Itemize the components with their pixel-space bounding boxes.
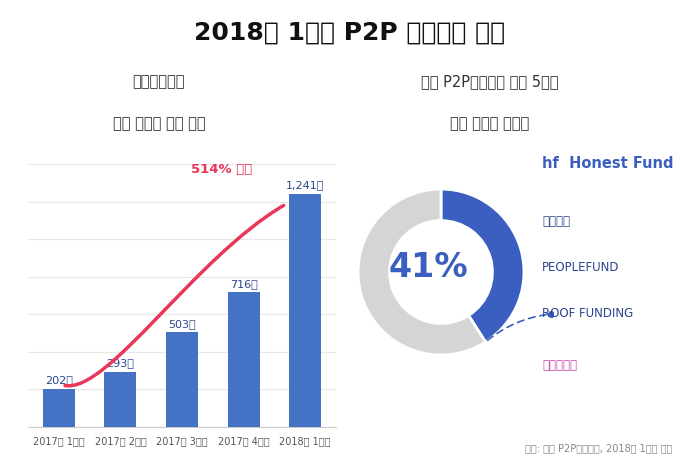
Text: hf  Honest Fund: hf Honest Fund bbox=[542, 157, 673, 172]
Bar bbox=[228, 293, 260, 427]
Wedge shape bbox=[441, 189, 524, 342]
Wedge shape bbox=[358, 189, 486, 355]
Text: ROOF FUNDING: ROOF FUNDING bbox=[542, 307, 634, 320]
Text: 41%: 41% bbox=[389, 251, 468, 284]
Text: 514% 성장: 514% 성장 bbox=[191, 163, 253, 176]
Text: 투게더펜딩: 투게더펜딩 bbox=[542, 359, 577, 372]
Text: 어니스트펜드: 어니스트펜드 bbox=[133, 74, 185, 89]
Bar bbox=[104, 372, 136, 427]
Text: 한국 P2P금융협회 상위 5개사: 한국 P2P금융협회 상위 5개사 bbox=[421, 74, 559, 89]
Text: 2018년 1분기 P2P 금융업계 현황: 2018년 1분기 P2P 금융업계 현황 bbox=[195, 21, 505, 45]
Text: 202억: 202억 bbox=[45, 375, 73, 385]
Text: 누적 대출액 증가 추이: 누적 대출액 증가 추이 bbox=[113, 116, 205, 131]
Text: 출처: 한국 P2P금융협회, 2018년 1분기 기준: 출처: 한국 P2P금융협회, 2018년 1분기 기준 bbox=[524, 443, 672, 453]
Text: PEOPLEFUND: PEOPLEFUND bbox=[542, 261, 620, 274]
Text: 503억: 503억 bbox=[168, 318, 196, 329]
Text: 293억: 293억 bbox=[106, 358, 134, 368]
Text: 1,241억: 1,241억 bbox=[286, 180, 324, 190]
Bar bbox=[289, 194, 321, 427]
Text: 누적 대출액 점유율: 누적 대출액 점유율 bbox=[450, 116, 530, 131]
Text: 테라펜딩: 테라펜딩 bbox=[542, 215, 570, 227]
Bar bbox=[166, 333, 198, 427]
Bar bbox=[43, 389, 75, 427]
Text: 716억: 716억 bbox=[230, 279, 258, 289]
